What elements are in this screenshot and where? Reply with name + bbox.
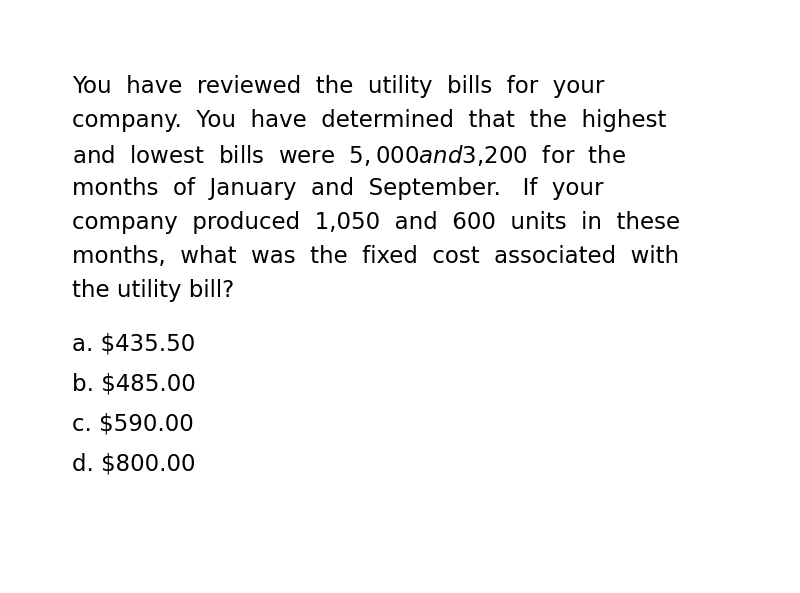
Text: d. $800.00: d. $800.00	[72, 453, 195, 476]
Text: c. $590.00: c. $590.00	[72, 413, 194, 436]
Text: the utility bill?: the utility bill?	[72, 279, 234, 302]
Text: You  have  reviewed  the  utility  bills  for  your: You have reviewed the utility bills for …	[72, 75, 604, 98]
Text: b. $485.00: b. $485.00	[72, 373, 196, 396]
Text: months,  what  was  the  fixed  cost  associated  with: months, what was the fixed cost associat…	[72, 245, 679, 268]
Text: months  of  January  and  September.   If  your: months of January and September. If your	[72, 177, 603, 200]
Text: a. $435.50: a. $435.50	[72, 333, 195, 356]
Text: and  lowest  bills  were  $5,000  and  $3,200  for  the: and lowest bills were $5,000 and $3,200 …	[72, 143, 626, 168]
Text: company.  You  have  determined  that  the  highest: company. You have determined that the hi…	[72, 109, 666, 132]
Text: company  produced  1,050  and  600  units  in  these: company produced 1,050 and 600 units in …	[72, 211, 680, 234]
